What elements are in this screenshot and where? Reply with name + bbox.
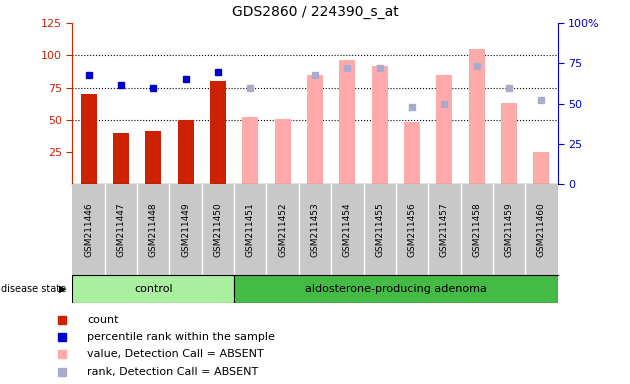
Text: GSM211448: GSM211448 — [149, 202, 158, 257]
Text: GSM211446: GSM211446 — [84, 202, 93, 257]
Text: GSM211449: GSM211449 — [181, 202, 190, 257]
Bar — [178, 120, 194, 184]
Text: GSM211460: GSM211460 — [537, 202, 546, 257]
Text: GSM211456: GSM211456 — [408, 202, 416, 257]
Bar — [307, 74, 323, 184]
Title: GDS2860 / 224390_s_at: GDS2860 / 224390_s_at — [232, 5, 398, 19]
Text: GSM211457: GSM211457 — [440, 202, 449, 257]
Text: control: control — [134, 284, 173, 294]
Bar — [81, 94, 97, 184]
Text: count: count — [87, 314, 118, 324]
Bar — [242, 117, 258, 184]
Text: GSM211455: GSM211455 — [375, 202, 384, 257]
Bar — [234, 275, 558, 303]
Text: percentile rank within the sample: percentile rank within the sample — [87, 332, 275, 342]
Text: GSM211453: GSM211453 — [311, 202, 319, 257]
Bar — [210, 81, 226, 184]
Text: aldosterone-producing adenoma: aldosterone-producing adenoma — [305, 284, 487, 294]
Text: GSM211451: GSM211451 — [246, 202, 255, 257]
Bar — [372, 66, 387, 184]
Bar — [404, 122, 420, 184]
Bar — [533, 152, 549, 184]
Bar — [469, 49, 485, 184]
Bar — [113, 133, 129, 184]
Text: GSM211459: GSM211459 — [505, 202, 513, 257]
Text: GSM211450: GSM211450 — [214, 202, 222, 257]
Text: GSM211447: GSM211447 — [117, 202, 125, 257]
Bar — [501, 103, 517, 184]
Bar — [145, 131, 161, 184]
Text: ▶: ▶ — [59, 284, 66, 294]
Text: GSM211452: GSM211452 — [278, 202, 287, 257]
Text: value, Detection Call = ABSENT: value, Detection Call = ABSENT — [87, 349, 264, 359]
Text: rank, Detection Call = ABSENT: rank, Detection Call = ABSENT — [87, 367, 258, 377]
Bar — [436, 74, 452, 184]
Text: disease state: disease state — [1, 284, 66, 294]
Bar — [275, 119, 291, 184]
Bar — [72, 275, 234, 303]
Text: GSM211458: GSM211458 — [472, 202, 481, 257]
Text: GSM211454: GSM211454 — [343, 202, 352, 257]
Bar — [339, 60, 355, 184]
